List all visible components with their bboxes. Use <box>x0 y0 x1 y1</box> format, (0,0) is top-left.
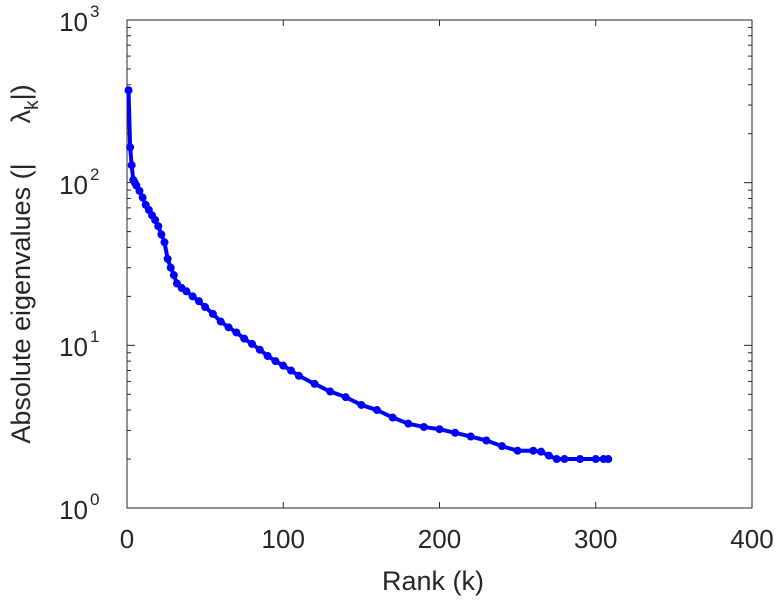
data-point <box>163 254 172 263</box>
data-point <box>498 442 506 451</box>
y-axis-label: Absolute eigenvalues (| λk|) <box>6 84 43 443</box>
x-tick-label: 100 <box>262 524 305 554</box>
data-point <box>435 425 444 434</box>
data-point <box>604 455 613 464</box>
y-axis-label-lambda: λ <box>6 109 36 123</box>
data-point <box>544 451 553 460</box>
y-tick-exponent: 3 <box>90 2 99 21</box>
data-point <box>388 413 397 422</box>
data-point <box>279 361 288 370</box>
data-point <box>271 357 280 366</box>
data-point <box>166 263 175 272</box>
y-tick-label: 10 <box>59 332 88 362</box>
x-tick-label: 400 <box>730 524 773 554</box>
data-point <box>576 455 585 464</box>
y-tick-base: 10 <box>59 7 88 37</box>
y-tick-label: 10 <box>59 495 88 525</box>
data-point <box>160 238 169 247</box>
data-point <box>201 303 210 312</box>
data-point <box>188 292 197 301</box>
y-tick-exponent: 2 <box>90 165 99 184</box>
data-point <box>591 455 600 464</box>
plot-area <box>124 86 613 464</box>
y-tick-base: 10 <box>59 170 88 200</box>
data-point <box>208 309 217 318</box>
data-point <box>255 345 264 354</box>
data-point <box>154 222 163 231</box>
data-point <box>157 230 166 239</box>
y-axis-label-suffix: |) <box>6 84 36 100</box>
data-point <box>341 393 350 402</box>
data-point <box>194 297 203 306</box>
data-point <box>124 86 133 95</box>
data-point <box>127 161 136 170</box>
data-point <box>451 428 460 437</box>
data-point <box>552 455 561 464</box>
data-point <box>224 323 233 332</box>
data-point <box>232 328 241 337</box>
y-tick-labels: 10 0 10 1 10 2 10 3 <box>59 2 99 525</box>
data-point <box>310 379 319 388</box>
data-point <box>240 334 249 343</box>
data-point <box>529 446 538 455</box>
data-point <box>537 447 546 456</box>
data-point <box>135 186 144 195</box>
y-tick-exponent: 1 <box>90 327 99 346</box>
x-tick-label: 0 <box>120 524 134 554</box>
tick-marks <box>126 19 753 509</box>
data-point <box>287 366 296 375</box>
data-point <box>419 422 428 431</box>
y-tick-exponent: 0 <box>90 490 99 509</box>
data-point <box>357 400 366 409</box>
y-axis-label-prefix: Absolute eigenvalues (| <box>6 163 36 443</box>
x-tick-label: 300 <box>574 524 617 554</box>
data-point <box>216 317 225 326</box>
data-point <box>482 436 491 445</box>
x-tick-label: 200 <box>418 524 461 554</box>
data-point <box>294 371 303 380</box>
x-axis-label: Rank (k) <box>382 566 484 596</box>
x-tick-labels: 0 100 200 300 400 <box>120 524 774 554</box>
data-point <box>326 387 335 396</box>
y-tick-base: 10 <box>59 332 88 362</box>
data-point <box>560 455 569 464</box>
data-point <box>138 193 147 202</box>
y-tick-label: 10 <box>59 7 88 37</box>
data-point <box>151 215 160 224</box>
data-point <box>466 432 475 441</box>
data-point <box>126 143 135 152</box>
axes-box <box>126 19 753 509</box>
data-point <box>248 339 256 348</box>
y-axis-label-subscript: k <box>22 100 43 110</box>
y-tick-base: 10 <box>59 495 88 525</box>
data-point <box>263 351 272 360</box>
data-point <box>182 287 191 296</box>
y-tick-label: 10 <box>59 170 88 200</box>
data-point <box>404 419 413 428</box>
data-point <box>373 406 381 415</box>
data-point <box>513 446 522 455</box>
data-point <box>169 271 178 280</box>
